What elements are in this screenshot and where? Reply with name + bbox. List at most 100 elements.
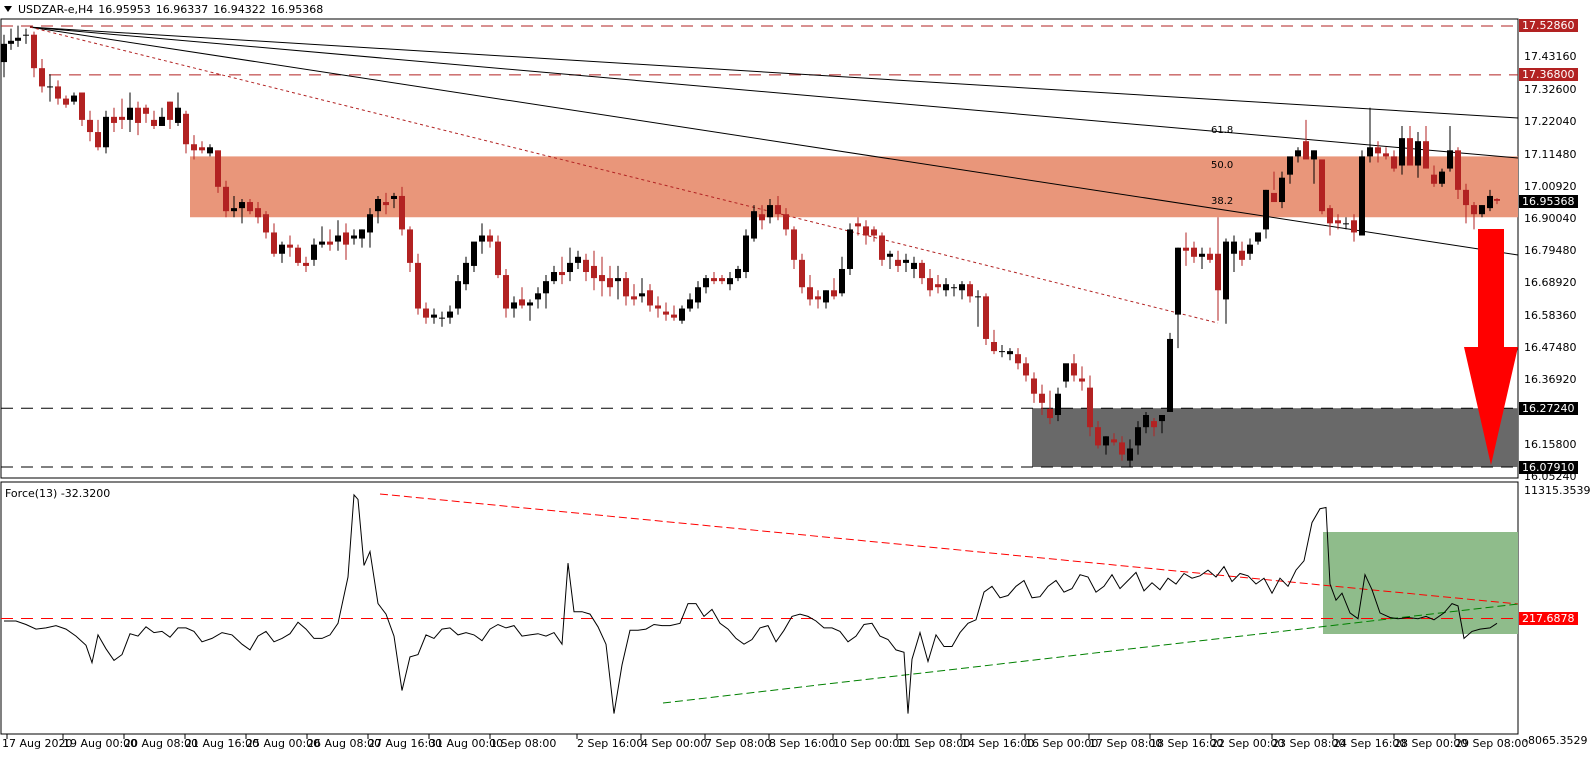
bull-candle [1055, 393, 1061, 416]
bear-candle [1375, 147, 1381, 154]
bear-candle [255, 208, 261, 218]
bear-candle [151, 119, 157, 126]
bear-candle [1111, 439, 1117, 443]
bear-candle [223, 186, 229, 212]
bull-candle [735, 268, 741, 279]
bull-candle [767, 205, 773, 218]
bull-candle [903, 259, 909, 263]
bear-candle [1191, 247, 1197, 257]
bear-candle [167, 101, 173, 120]
bear-candle [607, 278, 613, 288]
bear-candle [1215, 253, 1221, 291]
support-level-tag: 16.07910 [1519, 461, 1578, 474]
fib-label-382: 38.2 [1211, 196, 1234, 207]
bear-candle [1327, 208, 1333, 224]
bull-candle [23, 34, 29, 36]
fib-label-500: 50.0 [1211, 160, 1234, 171]
bull-candle [15, 37, 21, 41]
bear-candle [1239, 250, 1245, 260]
bear-candle [215, 150, 221, 187]
bull-candle [911, 262, 917, 269]
bull-candle [975, 296, 981, 298]
time-label: 23 Sep 08:00 [1272, 737, 1346, 750]
bull-candle [1159, 415, 1165, 422]
dropdown-triangle-icon[interactable] [4, 6, 12, 12]
bull-candle [1063, 363, 1069, 382]
bear-candle [935, 284, 941, 288]
bull-candle [999, 351, 1005, 353]
time-label: 16 Sep 00:00 [1025, 737, 1099, 750]
force-axis-max: 11315.3539 [1524, 484, 1591, 497]
bear-candle [1151, 421, 1157, 428]
time-label: 19 Aug 00:00 [63, 737, 138, 750]
bear-candle [1031, 378, 1037, 394]
bull-candle [951, 287, 957, 289]
low-value: 16.94322 [213, 3, 266, 16]
bear-candle [1023, 363, 1029, 376]
bull-candle [1311, 150, 1317, 160]
bear-candle [879, 235, 885, 260]
bear-candle [983, 296, 989, 339]
bear-candle [327, 241, 333, 245]
bull-candle [615, 278, 621, 282]
bear-candle [1391, 156, 1397, 169]
bull-candle [319, 241, 325, 245]
time-label: 20 Aug 08:00 [124, 737, 199, 750]
bull-candle [463, 262, 469, 285]
bear-candle [1471, 205, 1477, 215]
bear-candle [303, 262, 309, 266]
time-label: 2 Sep 16:00 [577, 737, 644, 750]
bull-candle [1103, 436, 1109, 446]
time-label: 1 Sep 08:00 [490, 737, 557, 750]
bear-candle [487, 235, 493, 242]
bear-candle [927, 278, 933, 291]
bull-candle [1247, 244, 1253, 254]
bull-candle [439, 317, 445, 319]
price-tick: 16.90040 [1524, 212, 1577, 225]
bull-candle [727, 278, 733, 285]
bull-candle [1367, 147, 1373, 157]
bear-candle [1351, 220, 1357, 233]
bull-candle [1, 43, 7, 63]
bull-candle [159, 116, 165, 126]
force-downtrend-line [379, 493, 1519, 605]
bull-candle [527, 302, 533, 306]
price-tick: 17.32600 [1524, 83, 1577, 96]
bull-candle [455, 281, 461, 309]
bear-candle [183, 113, 189, 145]
bull-candle [311, 244, 317, 260]
bull-candle [751, 211, 757, 239]
bull-candle [887, 253, 893, 257]
support-zone [1032, 408, 1518, 468]
bear-candle [1039, 393, 1045, 403]
current-price-tag: 16.95368 [1519, 195, 1578, 208]
time-label: 27 Aug 16:00 [368, 737, 443, 750]
bull-candle [743, 235, 749, 273]
bear-candle [1015, 354, 1021, 364]
bear-candle [191, 144, 197, 151]
bull-candle [1143, 415, 1149, 428]
force-axis-min: -8065.3529 [1524, 734, 1588, 747]
bear-candle [711, 278, 717, 282]
bear-candle [63, 98, 69, 105]
close-value: 16.95368 [270, 3, 324, 16]
bear-candle [895, 259, 901, 266]
bull-candle [1359, 156, 1365, 236]
time-label: 17 Aug 2020 [2, 737, 73, 750]
bear-candle [991, 341, 997, 352]
bull-candle [479, 235, 485, 242]
bear-candle [559, 272, 565, 276]
bear-candle [1407, 138, 1413, 166]
bear-candle [647, 290, 653, 306]
bull-candle [447, 311, 453, 318]
bear-candle [775, 205, 781, 215]
bull-candle [687, 299, 693, 309]
bear-candle [783, 214, 789, 230]
down-arrow-icon [1464, 229, 1518, 465]
bear-candle [799, 259, 805, 288]
time-label: 8 Sep 16:00 [769, 737, 836, 750]
price-tick: 16.79480 [1524, 244, 1577, 257]
bull-candle [1263, 189, 1269, 230]
